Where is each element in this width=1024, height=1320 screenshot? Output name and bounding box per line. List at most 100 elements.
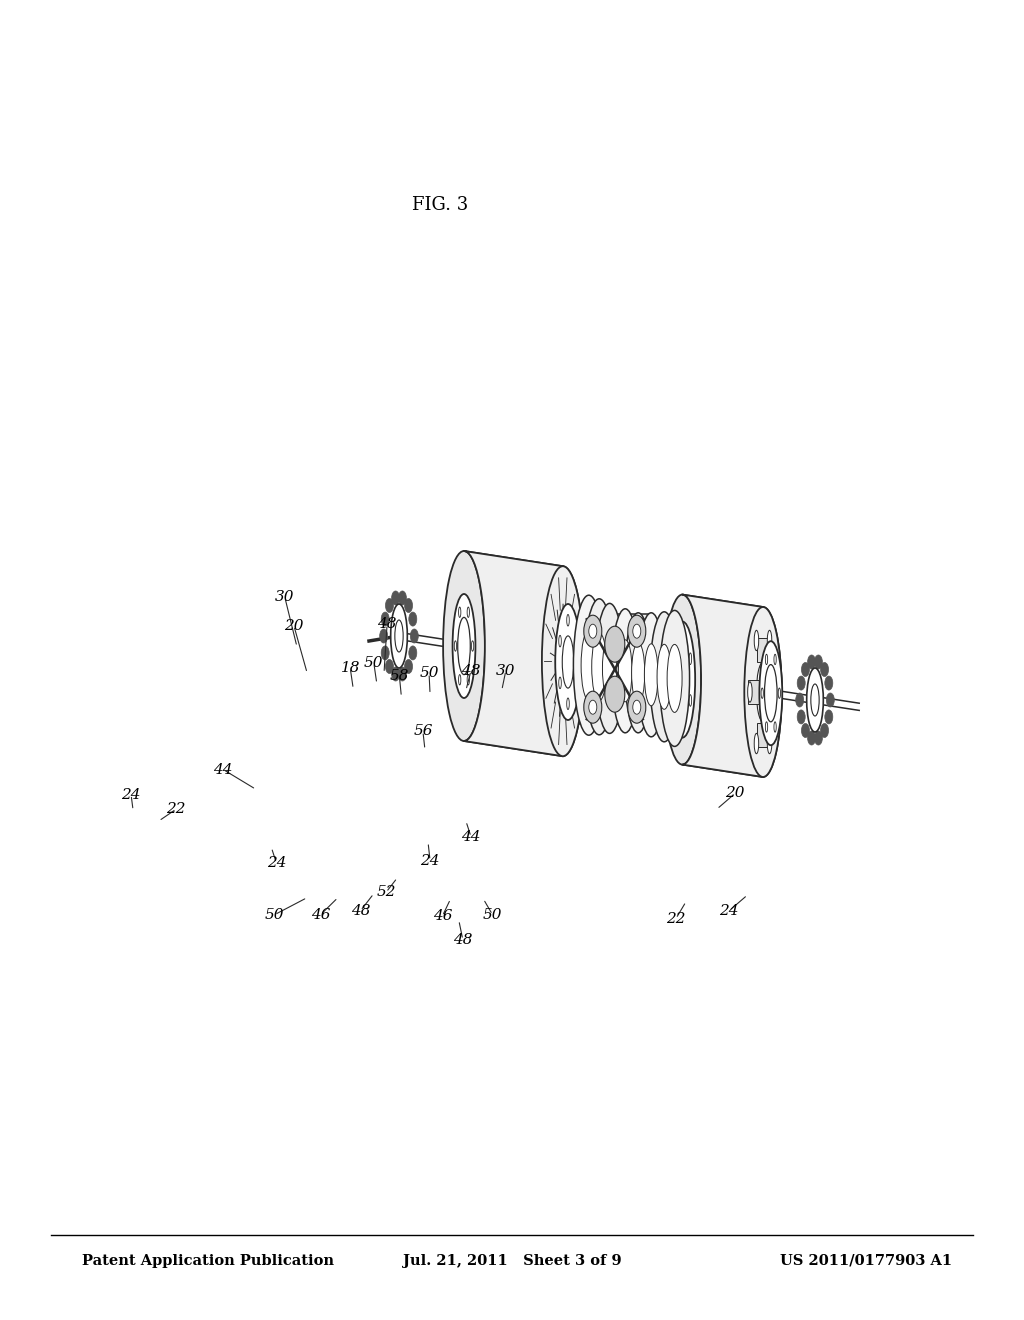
Ellipse shape <box>657 644 672 709</box>
Text: 24: 24 <box>420 854 440 867</box>
Ellipse shape <box>824 676 833 690</box>
Ellipse shape <box>633 624 641 638</box>
Text: 50: 50 <box>364 656 384 669</box>
Ellipse shape <box>573 595 604 735</box>
Text: 46: 46 <box>432 909 453 923</box>
Ellipse shape <box>459 607 461 618</box>
Text: 18: 18 <box>340 661 360 675</box>
Bar <box>757 722 769 747</box>
Text: Jul. 21, 2011   Sheet 3 of 9: Jul. 21, 2011 Sheet 3 of 9 <box>402 1254 622 1269</box>
Ellipse shape <box>559 677 561 689</box>
Ellipse shape <box>798 710 805 723</box>
Ellipse shape <box>585 599 614 735</box>
Ellipse shape <box>765 655 768 665</box>
Text: 48: 48 <box>377 618 397 631</box>
Ellipse shape <box>808 731 815 744</box>
Ellipse shape <box>467 607 469 618</box>
Text: 50: 50 <box>419 667 439 680</box>
Ellipse shape <box>826 693 835 708</box>
Ellipse shape <box>453 594 475 698</box>
Ellipse shape <box>681 632 684 644</box>
Text: 22: 22 <box>166 803 186 816</box>
Ellipse shape <box>632 643 645 702</box>
Ellipse shape <box>589 700 597 714</box>
Ellipse shape <box>802 663 809 677</box>
Ellipse shape <box>755 734 759 754</box>
Ellipse shape <box>820 663 828 677</box>
Ellipse shape <box>774 655 776 665</box>
Ellipse shape <box>574 677 578 689</box>
Ellipse shape <box>644 644 658 706</box>
Ellipse shape <box>391 605 408 668</box>
Ellipse shape <box>398 667 407 681</box>
Text: 52: 52 <box>376 886 396 899</box>
Ellipse shape <box>752 642 774 743</box>
Text: 44: 44 <box>213 763 233 776</box>
Text: 24: 24 <box>121 788 141 801</box>
Ellipse shape <box>670 622 695 738</box>
Text: 24: 24 <box>266 857 287 870</box>
Ellipse shape <box>395 620 403 652</box>
Ellipse shape <box>381 612 389 626</box>
Polygon shape <box>580 614 650 725</box>
Ellipse shape <box>802 723 809 738</box>
Ellipse shape <box>774 722 776 733</box>
Ellipse shape <box>757 663 770 722</box>
Bar <box>757 638 769 661</box>
Ellipse shape <box>650 611 679 742</box>
Text: 24: 24 <box>719 904 739 917</box>
Ellipse shape <box>592 632 606 701</box>
Ellipse shape <box>667 644 682 713</box>
Ellipse shape <box>689 694 691 706</box>
Ellipse shape <box>820 723 828 738</box>
Ellipse shape <box>814 655 822 669</box>
Ellipse shape <box>455 640 457 651</box>
Ellipse shape <box>385 660 393 673</box>
Ellipse shape <box>411 630 419 643</box>
Ellipse shape <box>633 700 641 714</box>
Ellipse shape <box>814 731 822 744</box>
Ellipse shape <box>566 614 569 626</box>
Ellipse shape <box>778 688 780 698</box>
Text: 50: 50 <box>482 908 503 921</box>
Ellipse shape <box>409 645 417 660</box>
Ellipse shape <box>824 710 833 723</box>
Bar <box>748 680 760 704</box>
Ellipse shape <box>611 609 639 733</box>
Ellipse shape <box>659 610 689 746</box>
Ellipse shape <box>459 675 461 685</box>
Ellipse shape <box>404 598 413 612</box>
Ellipse shape <box>673 694 676 706</box>
Ellipse shape <box>467 675 469 685</box>
Text: 48: 48 <box>453 933 473 946</box>
Ellipse shape <box>605 676 625 713</box>
Ellipse shape <box>765 664 777 722</box>
Ellipse shape <box>443 550 485 741</box>
Text: Patent Application Publication: Patent Application Publication <box>82 1254 334 1269</box>
Ellipse shape <box>385 598 393 612</box>
Ellipse shape <box>391 667 399 681</box>
Ellipse shape <box>458 618 470 675</box>
Bar <box>766 680 778 704</box>
Ellipse shape <box>664 594 701 764</box>
Ellipse shape <box>562 636 573 688</box>
Ellipse shape <box>605 626 625 663</box>
Text: 44: 44 <box>461 830 481 843</box>
Ellipse shape <box>404 660 413 673</box>
Ellipse shape <box>760 642 782 746</box>
Ellipse shape <box>774 682 778 702</box>
Ellipse shape <box>673 653 676 664</box>
Ellipse shape <box>380 630 388 643</box>
Text: 30: 30 <box>496 664 516 677</box>
Ellipse shape <box>581 630 597 700</box>
Ellipse shape <box>471 640 474 651</box>
Ellipse shape <box>689 653 691 664</box>
Ellipse shape <box>625 612 651 733</box>
Ellipse shape <box>807 668 823 733</box>
Ellipse shape <box>549 599 577 723</box>
Ellipse shape <box>761 688 763 698</box>
Ellipse shape <box>566 698 569 710</box>
Text: 46: 46 <box>310 908 331 921</box>
Ellipse shape <box>767 630 772 651</box>
Text: 20: 20 <box>284 619 304 632</box>
